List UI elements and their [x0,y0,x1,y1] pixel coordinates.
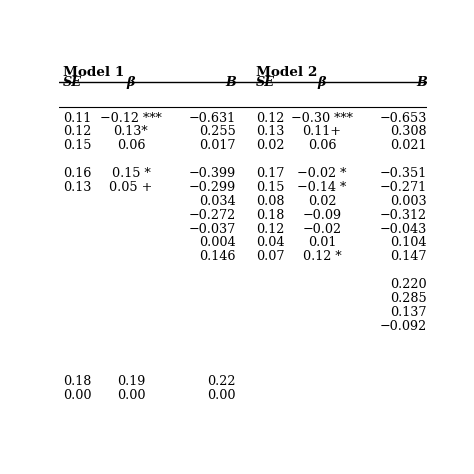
Text: −0.271: −0.271 [380,181,427,194]
Text: −0.12 ***: −0.12 *** [100,112,162,125]
Text: 0.147: 0.147 [390,250,427,264]
Text: β: β [318,76,326,89]
Text: B: B [225,76,236,89]
Text: 0.04: 0.04 [256,237,284,249]
Text: Model 1: Model 1 [63,66,124,79]
Text: −0.043: −0.043 [379,223,427,236]
Text: 0.19: 0.19 [117,375,145,388]
Text: 0.00: 0.00 [117,389,145,402]
Text: SE: SE [256,76,275,89]
Text: 0.13: 0.13 [63,181,91,194]
Text: 0.12 *: 0.12 * [302,250,341,264]
Text: 0.08: 0.08 [256,195,284,208]
Text: 0.308: 0.308 [390,126,427,138]
Text: 0.11: 0.11 [63,112,91,125]
Text: −0.09: −0.09 [302,209,341,222]
Text: 0.16: 0.16 [63,167,91,180]
Text: 0.17: 0.17 [256,167,284,180]
Text: −0.653: −0.653 [379,112,427,125]
Text: 0.07: 0.07 [256,250,284,264]
Text: 0.034: 0.034 [199,195,236,208]
Text: −0.299: −0.299 [188,181,236,194]
Text: 0.003: 0.003 [390,195,427,208]
Text: 0.18: 0.18 [63,375,91,388]
Text: 0.06: 0.06 [308,139,336,152]
Text: −0.272: −0.272 [188,209,236,222]
Text: 0.02: 0.02 [256,139,284,152]
Text: 0.104: 0.104 [390,237,427,249]
Text: −0.351: −0.351 [379,167,427,180]
Text: −0.037: −0.037 [188,223,236,236]
Text: 0.285: 0.285 [390,292,427,305]
Text: −0.30 ***: −0.30 *** [291,112,353,125]
Text: 0.13*: 0.13* [114,126,148,138]
Text: 0.13: 0.13 [256,126,284,138]
Text: B: B [416,76,427,89]
Text: 0.255: 0.255 [199,126,236,138]
Text: 0.11+: 0.11+ [302,126,341,138]
Text: 0.00: 0.00 [63,389,91,402]
Text: 0.146: 0.146 [199,250,236,264]
Text: 0.15: 0.15 [63,139,91,152]
Text: 0.18: 0.18 [256,209,284,222]
Text: 0.22: 0.22 [207,375,236,388]
Text: Model 2: Model 2 [256,66,317,79]
Text: 0.12: 0.12 [256,112,284,125]
Text: 0.01: 0.01 [308,237,336,249]
Text: 0.05 +: 0.05 + [109,181,153,194]
Text: 0.017: 0.017 [199,139,236,152]
Text: −0.02 *: −0.02 * [297,167,346,180]
Text: −0.631: −0.631 [189,112,236,125]
Text: −0.312: −0.312 [380,209,427,222]
Text: −0.092: −0.092 [379,319,427,333]
Text: −0.399: −0.399 [188,167,236,180]
Text: 0.12: 0.12 [63,126,91,138]
Text: 0.00: 0.00 [207,389,236,402]
Text: 0.004: 0.004 [199,237,236,249]
Text: 0.15 *: 0.15 * [111,167,150,180]
Text: β: β [127,76,135,89]
Text: 0.15: 0.15 [256,181,284,194]
Text: 0.021: 0.021 [390,139,427,152]
Text: 0.02: 0.02 [308,195,336,208]
Text: SE: SE [63,76,82,89]
Text: −0.02: −0.02 [302,223,341,236]
Text: 0.137: 0.137 [390,306,427,319]
Text: 0.12: 0.12 [256,223,284,236]
Text: −0.14 *: −0.14 * [297,181,346,194]
Text: 0.220: 0.220 [390,278,427,291]
Text: 0.06: 0.06 [117,139,145,152]
